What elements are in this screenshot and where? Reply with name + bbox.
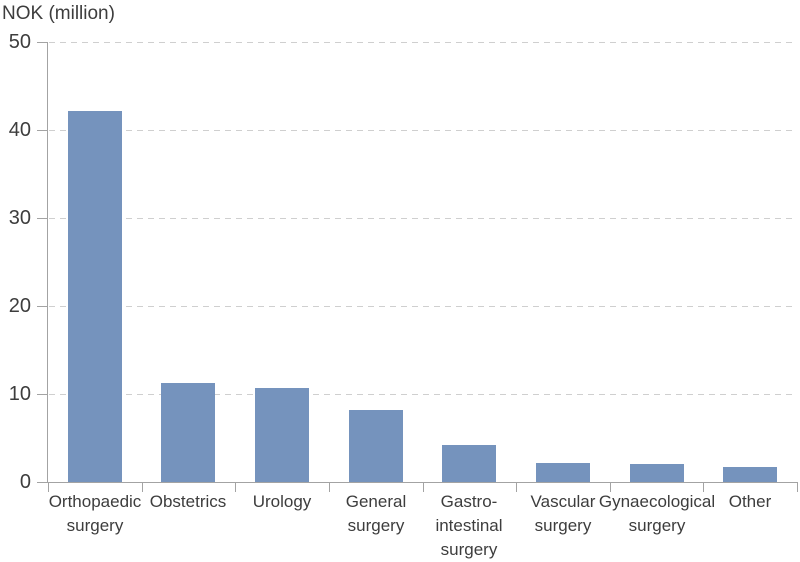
x-axis-tick: [48, 483, 49, 492]
x-axis-category-label-line: General: [345, 492, 407, 511]
x-axis-category-label-line: surgery: [66, 516, 124, 535]
x-axis-tick: [703, 483, 704, 492]
x-axis-category-label: Vascular surgery: [501, 490, 625, 538]
y-axis-tick: [37, 482, 48, 483]
x-axis-line: [48, 482, 798, 483]
x-axis-category-label-line: Obstetrics: [149, 492, 227, 511]
x-axis-category-label-line: Vascular: [530, 492, 596, 511]
x-axis-category-label-line: surgery: [440, 540, 498, 559]
x-axis-tick: [235, 483, 236, 492]
bar: [723, 467, 777, 482]
y-axis-tick-label: 20: [8, 295, 31, 317]
x-axis-tick: [516, 483, 517, 492]
x-axis-tick: [797, 483, 798, 492]
bar: [68, 111, 122, 482]
gridline: [49, 218, 796, 219]
gridline: [49, 394, 796, 395]
x-axis-category-label-line: Other: [728, 492, 772, 511]
x-axis-category-label: Orthopaedic surgery: [33, 490, 157, 538]
y-axis-tick: [37, 306, 48, 307]
y-axis-tick: [37, 218, 48, 219]
x-axis-category-label: Gynaecological surgery: [595, 490, 719, 538]
x-axis-tick: [329, 483, 330, 492]
x-axis-tick: [142, 483, 143, 492]
gridline: [49, 306, 796, 307]
y-axis-tick: [37, 42, 48, 43]
bar: [536, 463, 590, 482]
y-axis-tick-label: 50: [8, 31, 31, 53]
x-axis-category-label-line: Gynaecological: [598, 492, 716, 511]
x-axis-tick: [423, 483, 424, 492]
x-axis-category-label-line: Urology: [252, 492, 312, 511]
x-axis-category-label-line: surgery: [628, 516, 686, 535]
x-axis-category-label: Gastro-intestinal surgery: [407, 490, 531, 562]
y-axis-tick: [37, 130, 48, 131]
x-axis-category-label: Other: [688, 490, 800, 514]
bar: [161, 383, 215, 482]
x-axis-category-label-line: Gastro-: [440, 492, 498, 511]
gridline: [49, 42, 796, 43]
x-axis-category-label-line: Orthopaedic: [48, 492, 142, 511]
bar: [630, 464, 684, 482]
y-axis-line: [47, 42, 48, 482]
bar: [255, 388, 309, 482]
x-axis-category-label-line: intestinal: [435, 516, 503, 535]
x-axis-category-label: Obstetrics: [126, 490, 250, 514]
x-axis-category-label-line: surgery: [534, 516, 592, 535]
y-axis-title: NOK (million): [2, 3, 115, 24]
y-axis-tick-label: 30: [8, 207, 31, 229]
bar: [442, 445, 496, 482]
y-axis-tick-label: 40: [8, 119, 31, 141]
bar: [349, 410, 403, 482]
x-axis-category-label-line: surgery: [347, 516, 405, 535]
y-axis-tick-label: 10: [8, 383, 31, 405]
y-axis-tick-label: 0: [19, 471, 31, 493]
gridline: [49, 130, 796, 131]
x-axis-tick: [610, 483, 611, 492]
x-axis-category-label: General surgery: [314, 490, 438, 538]
y-axis-tick: [37, 394, 48, 395]
x-axis-category-label: Urology: [220, 490, 344, 514]
